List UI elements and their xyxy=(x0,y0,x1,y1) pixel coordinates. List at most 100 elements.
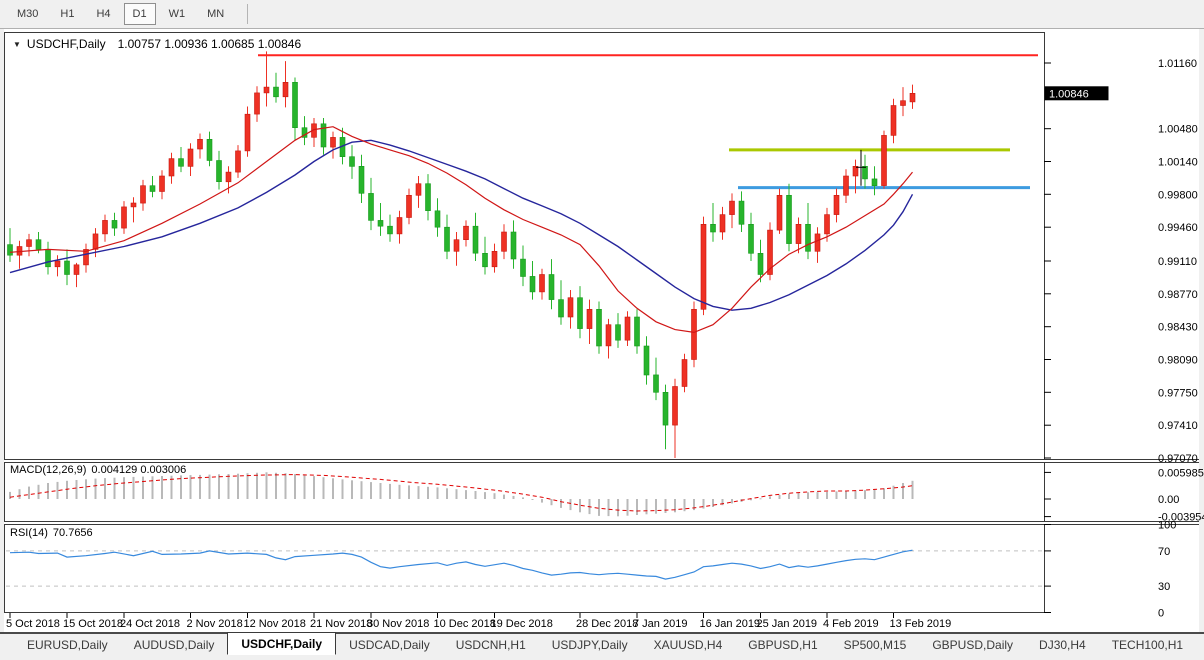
chart-tab-usdchf-daily[interactable]: USDCHF,Daily xyxy=(227,632,337,655)
candle-body xyxy=(244,113,251,152)
current-price-tag xyxy=(1044,86,1109,101)
macd-histogram-bar xyxy=(598,499,600,516)
macd-histogram-bar xyxy=(683,499,686,512)
timeframe-button-h4[interactable]: H4 xyxy=(87,3,119,25)
macd-histogram-bar xyxy=(180,475,182,499)
candle-body xyxy=(216,160,222,183)
candle-body xyxy=(178,158,184,167)
macd-histogram-bar xyxy=(161,476,163,499)
macd-histogram-bar xyxy=(569,499,572,511)
chart-tab-sp500-m15[interactable]: SP500,M15 xyxy=(843,638,907,652)
macd-histogram-bar xyxy=(655,499,657,514)
macd-histogram-bar xyxy=(436,487,439,499)
macd-histogram-bar xyxy=(341,479,344,499)
macd-histogram-bar xyxy=(579,499,581,513)
chart-tab-usdjpy-daily[interactable]: USDJPY,Daily xyxy=(551,638,628,652)
date-axis-label: 16 Jan 2019 xyxy=(700,618,761,630)
macd-histogram-bar xyxy=(702,499,705,509)
timeframe-button-m30[interactable]: M30 xyxy=(8,3,47,25)
candle-body xyxy=(605,324,612,347)
macd-histogram-bar xyxy=(816,492,819,499)
macd-histogram-bar xyxy=(769,496,771,499)
macd-histogram-bar xyxy=(550,499,553,506)
candle-body xyxy=(472,225,479,254)
date-axis-label: 10 Dec 2018 xyxy=(434,618,496,630)
rsi-value: 70.7656 xyxy=(52,527,93,539)
candle-body xyxy=(890,105,897,136)
date-axis-label: 19 Dec 2018 xyxy=(491,618,553,630)
macd-axis-label: 0.00 xyxy=(1158,494,1179,506)
timeframe-button-h1[interactable]: H1 xyxy=(51,3,83,25)
chevron-down-icon[interactable]: ▼ xyxy=(13,40,21,49)
macd-histogram-bar xyxy=(807,492,809,499)
macd-histogram-bar xyxy=(303,475,306,499)
candle-body xyxy=(292,82,298,129)
chart-tab-audusd-daily[interactable]: AUDUSD,Daily xyxy=(133,638,215,652)
macd-histogram-bar xyxy=(455,489,458,499)
candle-body xyxy=(149,185,156,192)
chart-tab-gbpusd-daily[interactable]: GBPUSD,Daily xyxy=(932,638,1014,652)
candle-body xyxy=(510,231,517,260)
current-price-label: 1.00846 xyxy=(1049,88,1089,100)
rsi-indicator xyxy=(6,549,1043,587)
panel-splitter[interactable] xyxy=(1044,459,1199,525)
candle-body xyxy=(64,260,70,275)
candle-body xyxy=(719,214,726,233)
chart-tab-xauusd-h4[interactable]: XAUUSD,H4 xyxy=(653,638,723,652)
chart-tab-eurusd-daily[interactable]: EURUSD,Daily xyxy=(27,638,108,652)
macd-histogram-bar xyxy=(284,473,287,499)
macd-histogram-bar xyxy=(218,474,220,499)
macd-histogram-bar xyxy=(721,499,724,506)
macd-histogram-bar xyxy=(607,499,610,517)
macd-histogram-bar xyxy=(845,491,847,499)
macd-histogram-bar xyxy=(892,485,895,499)
macd-axis-label: 0.005985 xyxy=(1158,467,1204,479)
macd-histogram-bar xyxy=(835,491,838,499)
price-axis-label: 0.99110 xyxy=(1158,256,1197,268)
macd-histogram-bar xyxy=(902,483,904,499)
chart-tab-tech100-h1[interactable]: TECH100,H1 xyxy=(1111,638,1184,652)
candle-body xyxy=(691,308,697,360)
price-axis: 1.01160 1.00480 1.00140 0.99800 0.99460 0.991… xyxy=(1044,58,1204,620)
macd-histogram-bar xyxy=(503,494,505,499)
macd-label: MACD(12,26,9) 0.004129 0.003006 xyxy=(10,464,186,476)
chart-tab-usdcnh-h1[interactable]: USDCNH,H1 xyxy=(455,638,526,652)
date-axis-label: 30 Nov 2018 xyxy=(367,618,429,630)
macd-histogram-bar xyxy=(493,493,496,499)
date-axis-label: 2 Nov 2018 xyxy=(187,618,243,630)
rsi-axis-label: 70 xyxy=(1158,546,1170,558)
candle-body xyxy=(624,316,631,341)
macd-histogram-bar xyxy=(778,495,781,499)
date-axis-label: 4 Feb 2019 xyxy=(823,618,879,630)
chart-symbol-label: USDCHF,Daily xyxy=(26,37,106,51)
macd-histogram-bar xyxy=(693,499,695,511)
candle-body xyxy=(140,185,146,204)
candle-body xyxy=(843,175,849,196)
price-axis-label: 1.01160 xyxy=(1158,58,1197,70)
macd-histogram-bar xyxy=(826,491,828,499)
macd-histogram-bar xyxy=(113,477,116,499)
price-axis-label: 0.98430 xyxy=(1158,322,1198,334)
chart-tab-usdcad-daily[interactable]: USDCAD,Daily xyxy=(349,638,430,652)
date-axis-label: 25 Jan 2019 xyxy=(757,618,818,630)
timeframe-button-w1[interactable]: W1 xyxy=(160,3,195,25)
chart-tab-ui[interactable]: UI xyxy=(1196,635,1204,655)
macd-histogram-bar xyxy=(170,475,173,499)
chart-tab-gbpusd-h1[interactable]: GBPUSD,H1 xyxy=(748,638,818,652)
rsi-name: RSI(14) xyxy=(10,527,48,539)
macd-histogram-bar xyxy=(9,491,11,499)
candle-body xyxy=(577,297,583,329)
chart-tab-dj30-h4[interactable]: DJ30,H4 xyxy=(1039,638,1086,652)
macd-histogram-bar xyxy=(398,484,401,499)
price-axis-label: 1.00140 xyxy=(1158,157,1198,169)
candle-body xyxy=(26,239,32,247)
ma-slow-line xyxy=(9,139,914,311)
price-panel-frame xyxy=(4,32,1045,460)
timeframe-button-mn[interactable]: MN xyxy=(198,3,233,25)
macd-histogram-bar xyxy=(275,472,277,499)
macd-histogram-bar xyxy=(322,477,325,499)
rsi-axis-label: 0 xyxy=(1158,608,1164,620)
macd-histogram-bar xyxy=(199,474,201,499)
candle-body xyxy=(586,308,593,329)
timeframe-button-d1[interactable]: D1 xyxy=(123,3,156,25)
